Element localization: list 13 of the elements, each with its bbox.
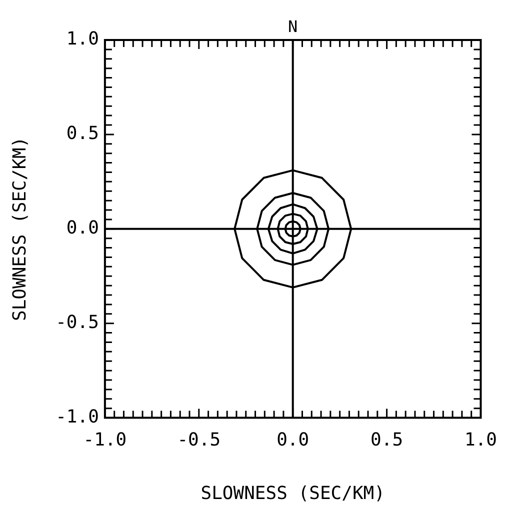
x-tick-label: 1.0 xyxy=(464,429,497,450)
y-tick-label: -0.5 xyxy=(56,312,99,334)
annotation: N xyxy=(288,17,298,36)
x-tick-label: -1.0 xyxy=(83,429,127,450)
y-tick-label: 0.5 xyxy=(66,123,99,144)
x-axis-title: SLOWNESS (SEC/KM) xyxy=(200,482,385,504)
y-tick-label: -1.0 xyxy=(56,406,99,428)
y-tick-label: 0.0 xyxy=(66,218,99,239)
y-tick-label: 1.0 xyxy=(66,28,99,50)
x-tick-label: -0.5 xyxy=(177,429,221,450)
y-axis-title: SLOWNESS (SEC/KM) xyxy=(9,136,30,322)
x-tick-label: 0.5 xyxy=(370,429,404,450)
x-tick-label: 0.0 xyxy=(276,429,310,450)
